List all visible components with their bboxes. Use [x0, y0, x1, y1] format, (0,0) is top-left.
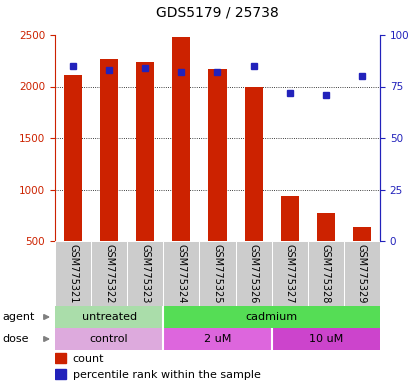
Text: GSM775321: GSM775321 [68, 244, 78, 304]
Text: GSM775329: GSM775329 [356, 244, 366, 304]
Bar [55, 306, 163, 328]
Text: 10 uM: 10 uM [308, 334, 342, 344]
Bar [136, 62, 154, 241]
Bar [55, 328, 163, 350]
Text: GDS5179 / 25738: GDS5179 / 25738 [156, 6, 278, 20]
Bar [163, 328, 271, 350]
Bar [352, 227, 370, 241]
Text: cadmium: cadmium [245, 312, 297, 322]
Bar [199, 241, 235, 306]
Bar [91, 241, 127, 306]
Bar [271, 328, 379, 350]
Bar [208, 69, 226, 241]
Text: untreated: untreated [81, 312, 136, 322]
Text: count: count [73, 354, 104, 364]
Text: GSM775327: GSM775327 [284, 244, 294, 304]
Text: GSM775324: GSM775324 [176, 244, 186, 304]
Bar [316, 213, 334, 241]
Text: percentile rank within the sample: percentile rank within the sample [73, 370, 260, 380]
Text: agent: agent [2, 312, 34, 322]
Text: dose: dose [2, 334, 29, 344]
Text: GSM775322: GSM775322 [104, 244, 114, 304]
Bar [172, 37, 190, 241]
Bar [163, 241, 199, 306]
Bar [100, 59, 118, 241]
Bar [64, 75, 82, 241]
Text: control: control [90, 334, 128, 344]
Bar [55, 369, 66, 379]
Text: GSM775323: GSM775323 [140, 244, 150, 304]
Text: GSM775326: GSM775326 [248, 244, 258, 304]
Text: GSM775328: GSM775328 [320, 244, 330, 304]
Bar [235, 241, 271, 306]
Text: 2 uM: 2 uM [203, 334, 231, 344]
Bar [307, 241, 343, 306]
Bar [163, 306, 379, 328]
Bar [280, 196, 298, 241]
Bar [244, 86, 262, 241]
Bar [271, 241, 307, 306]
Bar [127, 241, 163, 306]
Bar [55, 241, 91, 306]
Text: GSM775325: GSM775325 [212, 244, 222, 304]
Bar [55, 353, 66, 363]
Bar [343, 241, 379, 306]
